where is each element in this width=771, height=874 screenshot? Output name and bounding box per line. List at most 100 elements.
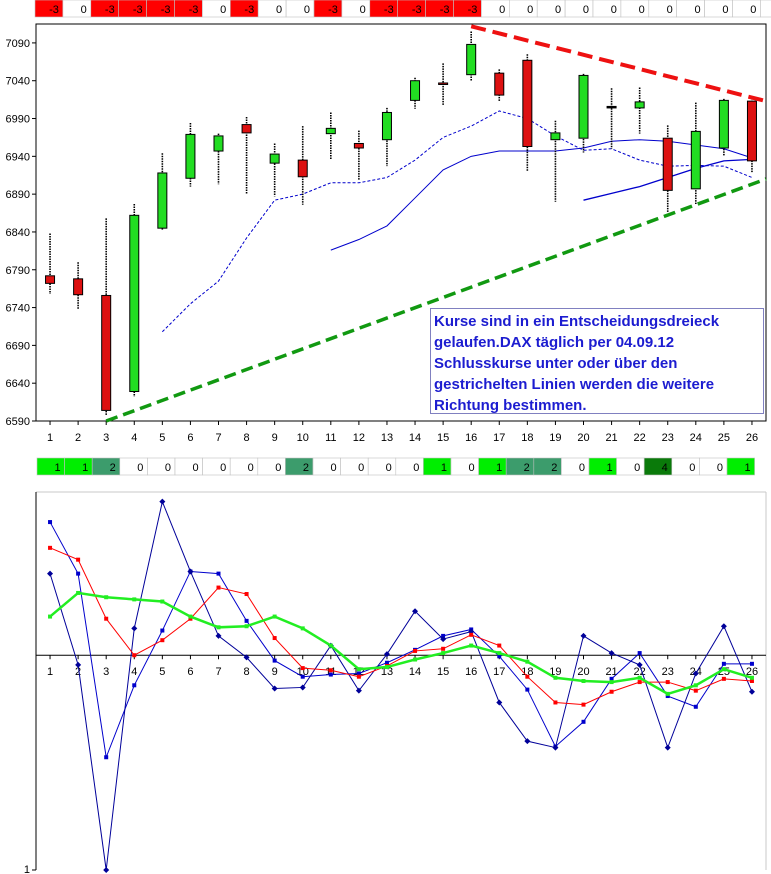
mid-strip-value: 0 [330, 462, 336, 474]
x-tick-label: 22 [634, 432, 646, 444]
series-point [357, 667, 361, 671]
series-point [694, 705, 698, 709]
series-point [160, 638, 164, 642]
series-point [497, 651, 501, 655]
candle-body [691, 131, 700, 188]
top-strip-value: -3 [161, 4, 171, 16]
series-point [132, 683, 136, 687]
series-point [553, 676, 557, 680]
series-point [721, 623, 727, 629]
x-tick-label: 5 [159, 666, 165, 678]
y-tick-label: 6990 [6, 114, 30, 126]
candle-body [635, 102, 644, 108]
series-point [525, 675, 529, 679]
y-tick-label: 6640 [6, 378, 30, 390]
candle-body [747, 101, 756, 161]
series-point [441, 647, 445, 651]
mid-strip-value: 0 [358, 462, 364, 474]
x-tick-label: 1 [47, 666, 53, 678]
top-strip-value: -3 [412, 4, 422, 16]
series-point [665, 745, 671, 751]
candle-body [607, 106, 616, 108]
series-point [497, 644, 501, 648]
mid-strip-value: 0 [165, 462, 171, 474]
series-line [50, 502, 752, 870]
top-strip-value: -3 [384, 4, 394, 16]
mid-strip-value: 0 [689, 462, 695, 474]
series-point [638, 680, 642, 684]
candle-body [354, 143, 363, 148]
annotation-line: gelaufen.DAX täglich per 04.09.12 [434, 332, 760, 353]
top-strip-value: -3 [440, 4, 450, 16]
oscillator-panel: 1234567891011121314151617181920212223242… [24, 492, 766, 874]
mid-strip-value: 0 [137, 462, 143, 474]
candle-body [719, 100, 728, 148]
y-tick-label: 6940 [6, 151, 30, 163]
x-tick-label: 11 [325, 432, 336, 444]
series-point [245, 619, 249, 623]
series-point [722, 667, 726, 671]
series-point [76, 591, 80, 595]
candle-body [439, 83, 448, 85]
series-point [666, 692, 670, 696]
series-point [187, 568, 193, 574]
top-strip-value: -3 [189, 4, 199, 16]
mid-strip-value: 0 [192, 462, 198, 474]
series-point [441, 651, 445, 655]
y-tick-label: 7040 [6, 76, 30, 88]
series-point [131, 625, 137, 631]
series-point [104, 617, 108, 621]
candle-body [298, 160, 307, 177]
x-tick-label: 14 [409, 666, 421, 678]
series-point [694, 683, 698, 687]
series-point [160, 600, 164, 604]
x-tick-label: 21 [605, 666, 617, 678]
mid-strip-value: 0 [220, 462, 226, 474]
x-tick-label: 26 [746, 432, 758, 444]
series-point [385, 665, 389, 669]
top-strip-value: 0 [81, 4, 87, 16]
top-strip-value: 0 [611, 4, 617, 16]
top-strip-value: 0 [750, 4, 756, 16]
series-point [582, 703, 586, 707]
mid-strip-value: 0 [468, 462, 474, 474]
mid-strip-value: 4 [662, 462, 668, 474]
candle-body [523, 60, 532, 146]
candle-body [242, 125, 251, 133]
mid-strip-value: 0 [248, 462, 254, 474]
top-strip-value: 0 [639, 4, 645, 16]
x-tick-label: 15 [437, 432, 449, 444]
series-point [750, 662, 754, 666]
series-point [103, 867, 109, 873]
candle-body [270, 154, 279, 163]
top-signal-strip: -30-3-3-3-30-300-30-3-3-3-300000000000 [35, 0, 771, 17]
x-tick-label: 15 [437, 666, 449, 678]
series-point [104, 755, 108, 759]
mid-strip-value: 1 [606, 462, 612, 474]
candle-body [130, 215, 139, 391]
y-tick-label: 6740 [6, 303, 30, 315]
series-point [413, 649, 417, 653]
series-point [638, 676, 642, 680]
series-point [48, 520, 52, 524]
top-strip-cell [760, 0, 771, 17]
x-tick-label: 23 [662, 432, 674, 444]
series-point [638, 651, 642, 655]
x-tick-label: 9 [272, 432, 278, 444]
x-tick-label: 3 [103, 666, 109, 678]
series-point [76, 572, 80, 576]
mid-strip-value: 1 [496, 462, 502, 474]
y-tick-label: 7090 [6, 38, 30, 50]
series-point [76, 558, 80, 562]
candle-body [214, 136, 223, 151]
series-point [722, 662, 726, 666]
series-point [132, 597, 136, 601]
series-point [300, 684, 306, 690]
x-tick-label: 7 [215, 666, 221, 678]
x-tick-label: 1 [47, 432, 53, 444]
series-point [48, 546, 52, 550]
series-point [245, 624, 249, 628]
candle-body [158, 173, 167, 228]
x-tick-label: 6 [187, 666, 193, 678]
